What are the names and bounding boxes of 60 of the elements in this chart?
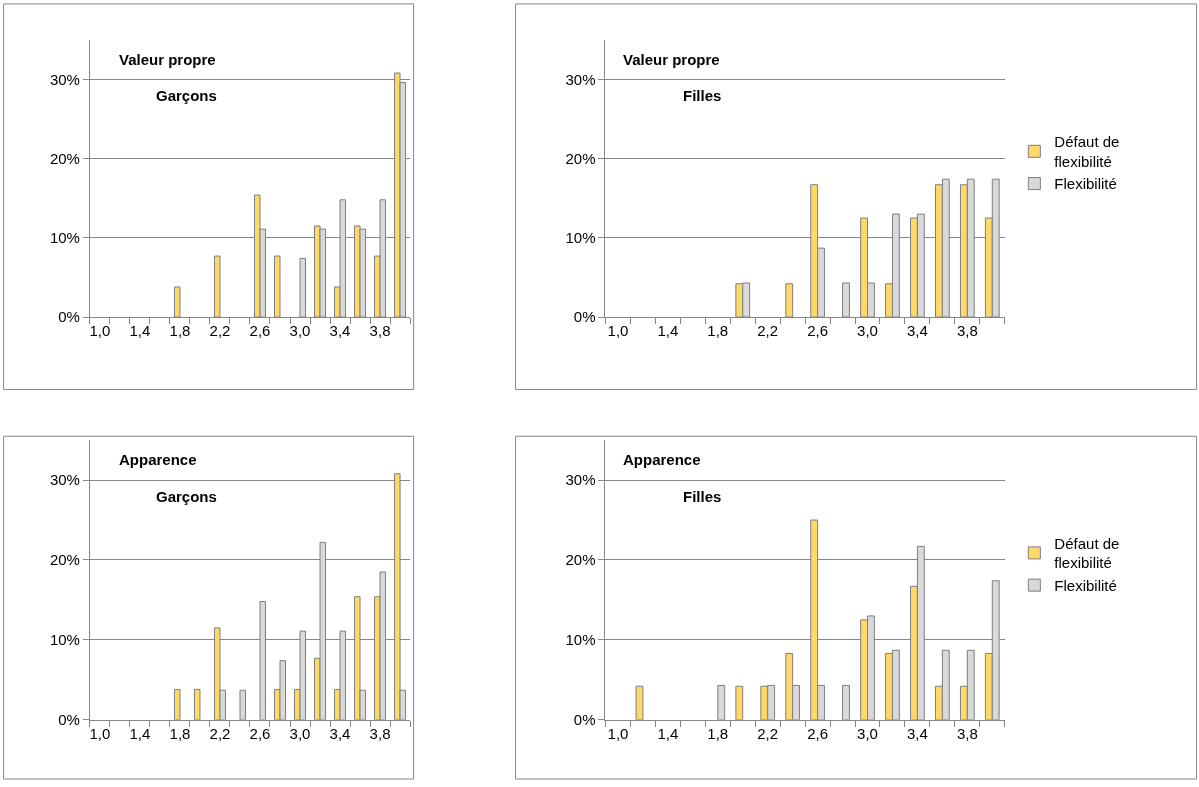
y-tick-label: 20% [565,551,596,569]
x-tick-label: 2,2 [757,724,779,742]
text: Valeur propre [119,51,216,68]
legend-label: Défaut de flexibilité [1054,133,1120,170]
x-tick-label: 3,8 [956,724,978,742]
text: Apparence [119,451,197,468]
y-tick-label: 0% [58,308,80,326]
text: Garçons [156,87,217,104]
y-tick-label: 30% [565,70,596,88]
x-tick-label: 1,4 [657,724,679,742]
y-tick-label: 30% [565,471,596,489]
x-tick-label: 1,4 [129,724,151,742]
x-tick-label: 3,4 [329,322,351,340]
y-tick-label: 10% [49,229,80,247]
y-tick-label: 10% [565,229,596,247]
x-tick-label: 3,0 [857,322,878,340]
x-tick-label: 3,4 [329,724,351,742]
text: Filles [683,87,722,104]
y-tick-label: 10% [565,631,596,649]
text: Valeur propre [623,51,720,68]
x-tick-label: 2,6 [807,724,829,742]
y-tick-label: 0% [58,711,80,729]
legend-label: Défaut de flexibilité [1054,534,1120,572]
y-tick-label: 30% [49,70,80,88]
y-tick-label: 20% [565,149,596,167]
x-tick-label: 1,8 [707,322,729,340]
x-tick-label: 1,0 [89,322,111,340]
text: Garçons [156,488,217,505]
x-tick-label: 3,4 [907,724,928,742]
x-tick-label: 3,8 [956,322,978,340]
text: Apparence [623,451,701,468]
x-tick-label: 2,2 [757,322,779,340]
y-tick-label: 30% [49,471,80,489]
y-tick-label: 0% [573,711,596,729]
x-tick-label: 1,8 [707,724,729,742]
x-tick-label: 2,6 [249,322,271,340]
x-tick-label: 2,2 [209,322,231,340]
x-tick-label: 3,0 [289,322,311,340]
y-tick-label: 10% [49,631,80,649]
x-tick-label: 1,0 [607,724,629,742]
text: Filles [683,488,722,505]
x-tick-label: 1,0 [607,322,629,340]
x-tick-label: 1,0 [89,724,111,742]
x-tick-label: 3,8 [369,724,391,742]
legend-label: Flexibilité [1054,576,1117,594]
y-tick-label: 20% [49,551,80,569]
x-tick-label: 2,6 [807,322,829,340]
x-tick-label: 1,4 [657,322,679,340]
y-tick-label: 20% [49,149,80,167]
x-tick-label: 1,8 [169,322,191,340]
x-tick-label: 3,8 [369,322,391,340]
x-tick-label: 2,2 [209,724,231,742]
legend-label: Flexibilité [1054,175,1117,193]
x-tick-label: 3,4 [907,322,928,340]
x-tick-label: 3,0 [857,724,878,742]
y-tick-label: 0% [573,308,596,326]
x-tick-label: 1,8 [169,724,191,742]
x-tick-label: 1,4 [129,322,151,340]
x-tick-label: 2,6 [249,724,271,742]
x-tick-label: 3,0 [289,724,311,742]
